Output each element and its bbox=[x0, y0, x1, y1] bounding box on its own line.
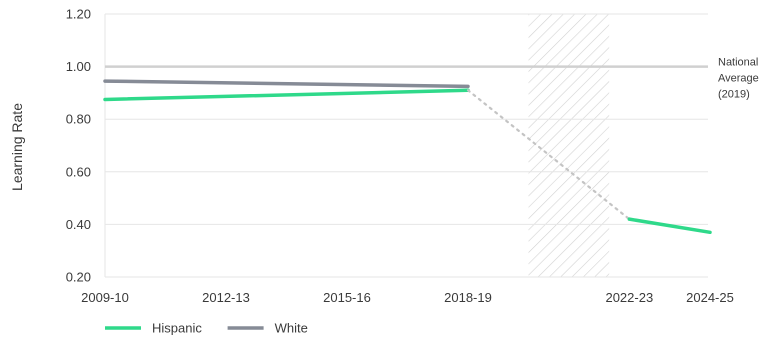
hispanic-line-segment bbox=[627, 217, 712, 235]
national-average-label-line: Average bbox=[718, 73, 759, 85]
legend-label-hispanic: Hispanic bbox=[152, 321, 202, 336]
x-tick-label: 2015-16 bbox=[323, 290, 371, 305]
y-tick-label: 0.40 bbox=[66, 217, 91, 232]
x-axis-ticks: 2009-10 2012-13 2015-16 2018-19 2022-23 2024-… bbox=[81, 290, 734, 305]
legend-label-white: White bbox=[275, 321, 308, 336]
y-tick-label: 1.00 bbox=[66, 59, 91, 74]
y-axis-label: Learning Rate bbox=[9, 103, 25, 191]
x-tick-label: 2024-25 bbox=[686, 290, 734, 305]
y-tick-label: 0.60 bbox=[66, 164, 91, 179]
x-tick-label: 2018-19 bbox=[444, 290, 492, 305]
y-tick-label: 1.20 bbox=[66, 7, 91, 22]
x-tick-label: 2009-10 bbox=[81, 290, 129, 305]
legend: Hispanic White bbox=[105, 321, 308, 336]
white-line-segment bbox=[103, 79, 470, 89]
shaded-period bbox=[528, 14, 610, 277]
hispanic-gap-segment bbox=[466, 89, 631, 221]
x-tick-label: 2022-23 bbox=[605, 290, 653, 305]
national-average-label: National Average (2019) bbox=[718, 57, 759, 101]
shaded-period-hatch bbox=[528, 14, 610, 277]
y-axis-ticks: 0.20 0.40 0.60 0.80 1.00 1.20 bbox=[66, 7, 91, 285]
hispanic-line-segment bbox=[103, 88, 470, 102]
gridlines bbox=[104, 13, 708, 278]
y-tick-label: 0.20 bbox=[66, 270, 91, 285]
series-lines bbox=[103, 79, 712, 235]
national-average-line: National Average (2019) bbox=[105, 57, 759, 101]
national-average-label-line: National bbox=[718, 57, 758, 69]
x-tick-label: 2012-13 bbox=[202, 290, 250, 305]
national-average-label-line: (2019) bbox=[718, 89, 750, 101]
y-tick-label: 0.80 bbox=[66, 112, 91, 127]
